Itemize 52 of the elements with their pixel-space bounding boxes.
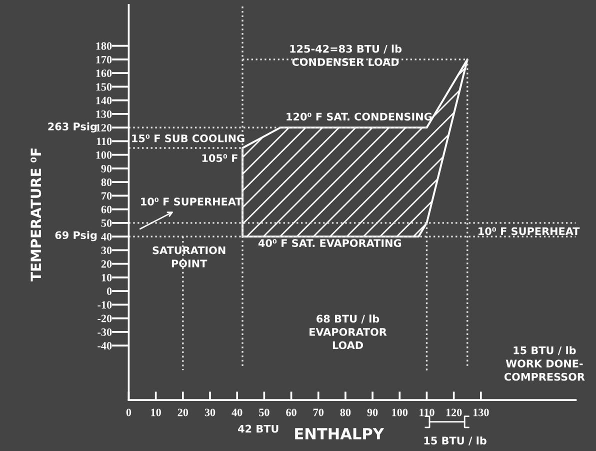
x-tick-label: 60 [286,408,296,416]
annotation: 68 BTU / lb EVAPORATOR LOAD [310,314,387,350]
annotation: 125-42=83 BTU / lb CONDENSER LOAD [290,44,402,66]
x-tick-label: 70 [313,408,324,416]
y-tick-label: -20 [98,314,112,322]
y-tick-label: 0 [106,288,112,296]
y-tick-label: 30 [101,246,112,254]
x-axis-title: ENTHALPY [295,428,384,440]
annotation: 10⁰ F SUPERHEAT [478,227,580,236]
x-tick-label: 100 [392,408,408,416]
y-tick-label: 170 [96,56,112,64]
y-tick-label: -40 [98,342,112,350]
text: 15 BTU / lb [424,436,486,446]
x-tick-label: 20 [178,408,188,416]
y-tick-label: 20 [101,260,112,268]
y-tick-label: 160 [96,70,112,78]
y-tick-label: 120 [96,124,112,132]
y-tick-label: -30 [98,328,112,336]
x-tick-label: 110 [420,408,434,416]
y-tick-label: 150 [96,83,112,91]
x-tick-label: 30 [204,408,216,416]
y-tick-label: 130 [96,110,112,118]
text: 42 BTU [238,424,278,433]
text: 263 Psig [48,122,97,133]
x-tick-label: 130 [473,408,489,416]
x-tick-label: 10 [151,408,161,416]
y-tick-label: 60 [101,206,112,214]
y-tick-label: -10 [98,301,112,309]
x-tick-label: 50 [259,408,270,416]
x-tick-label: 0 [126,408,132,416]
y-tick-label: 40 [101,233,112,241]
y-tick-label: 70 [102,192,112,200]
text: 69 Psig [55,231,97,242]
x-tick-label: 120 [446,408,462,416]
x-tick-label: 90 [367,408,378,416]
annotation: 15 BTU / lb WORK DONE- COMPRESSOR [504,346,585,381]
annotation: 40⁰ F SAT. EVAPORATING [258,239,402,248]
y-axis-title: TEMPERATURE ⁰F [30,148,42,282]
x-tick-label: 80 [340,408,351,416]
y-tick-label: 180 [96,42,112,50]
annotation: 120⁰ F SAT. CONDENSING [286,112,432,121]
annotation: SATURATION POINT [152,246,226,268]
annotation: 105⁰ F [202,154,238,162]
x-tick-label: 40 [232,408,242,416]
annotation: 15⁰ F SUB COOLING [132,134,244,142]
y-tick-label: 80 [101,178,112,186]
y-tick-label: 50 [101,219,112,227]
y-tick-label: 10 [102,274,112,282]
y-tick-label: 140 [96,96,112,104]
y-tick-label: 90 [101,164,112,172]
y-tick-label: 110 [96,138,112,146]
y-tick-label: 100 [96,151,112,159]
